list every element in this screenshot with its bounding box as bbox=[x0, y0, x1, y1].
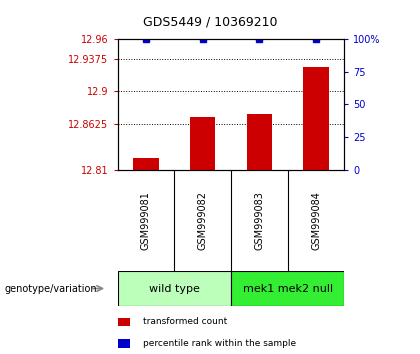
Text: percentile rank within the sample: percentile rank within the sample bbox=[143, 338, 296, 348]
Bar bbox=[231, 271, 344, 306]
Text: GSM999084: GSM999084 bbox=[311, 191, 321, 250]
Text: GSM999082: GSM999082 bbox=[198, 191, 207, 250]
Bar bbox=[303, 67, 329, 170]
Text: wild type: wild type bbox=[149, 284, 200, 293]
Bar bbox=[118, 271, 231, 306]
Text: mek1 mek2 null: mek1 mek2 null bbox=[243, 284, 333, 293]
Bar bbox=[190, 117, 215, 170]
Text: GSM999081: GSM999081 bbox=[141, 191, 151, 250]
Text: transformed count: transformed count bbox=[143, 317, 227, 326]
Text: GDS5449 / 10369210: GDS5449 / 10369210 bbox=[143, 16, 277, 29]
Text: GSM999083: GSM999083 bbox=[255, 191, 264, 250]
Bar bbox=[247, 114, 272, 170]
Text: genotype/variation: genotype/variation bbox=[4, 284, 97, 293]
Bar bbox=[133, 158, 159, 170]
